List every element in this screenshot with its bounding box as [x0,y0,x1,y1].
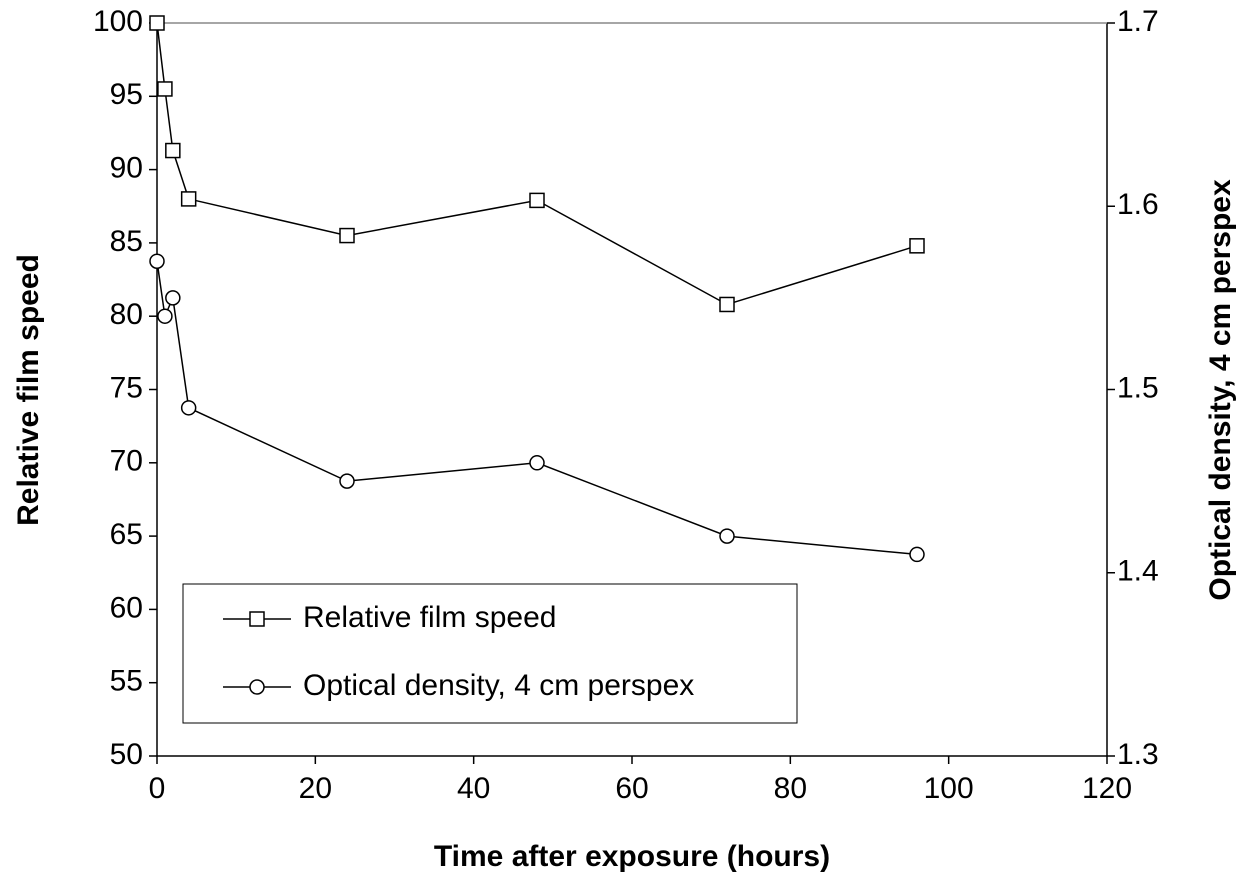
y2-axis-label: Optical density, 4 cm perspex [1204,179,1237,601]
marker [157,81,173,97]
x-tick-label: 60 [615,772,648,805]
y2-tick-label: 1.7 [1117,5,1159,38]
marker [249,611,265,627]
x-tick-label: 120 [1082,772,1132,805]
y-tick-label: 90 [110,152,143,185]
x-tick-label: 80 [774,772,807,805]
y2-tick-label: 1.5 [1117,371,1159,404]
y2-tick-label: 1.6 [1117,188,1159,221]
y-tick-label: 65 [110,518,143,551]
marker [249,679,265,695]
y-tick-label: 70 [110,445,143,478]
marker [180,400,197,416]
legend-box [182,583,798,724]
marker [909,546,925,563]
marker [149,253,165,269]
marker [180,191,197,207]
x-tick-label: 20 [299,772,332,805]
y-tick-label: 80 [110,298,143,331]
y-tick-label: 75 [110,371,143,404]
x-tick-label: 0 [149,772,166,805]
y2-tick-label: 1.3 [1117,738,1159,771]
y-tick-label: 50 [110,738,143,771]
marker [165,290,181,306]
y-tick-label: 95 [110,78,143,111]
x-tick-label: 40 [457,772,490,805]
marker [165,142,181,159]
legend-label: Relative film speed [303,601,556,634]
y-tick-label: 100 [93,5,143,38]
legend-label: Optical density, 4 cm perspex [303,669,694,702]
marker [339,473,355,489]
marker [719,528,735,544]
marker [529,192,545,209]
series-line [156,22,918,306]
x-tick-label: 100 [924,772,974,805]
y2-tick-label: 1.4 [1117,555,1159,588]
marker [909,238,925,254]
marker [529,455,545,471]
y-tick-label: 55 [110,665,143,698]
series-line [156,261,918,556]
marker [157,308,173,324]
y-axis-label: Relative film speed [12,254,45,526]
marker [719,296,735,313]
x-axis-label: Time after exposure (hours) [434,840,830,873]
y-tick-label: 60 [110,591,143,624]
marker [339,227,355,244]
y-tick-label: 85 [110,225,143,258]
marker [149,15,165,31]
